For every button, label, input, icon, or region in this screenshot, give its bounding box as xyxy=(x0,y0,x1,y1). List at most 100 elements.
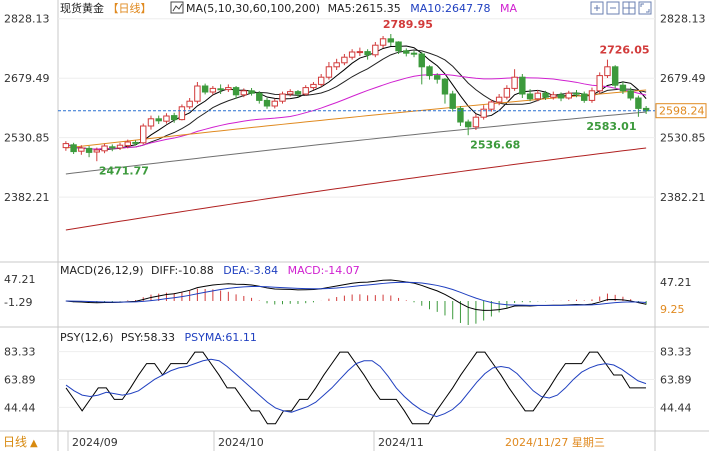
psy-tick-right: 83.33 xyxy=(660,346,692,359)
cursor-date-label: 2024/11/27 星期三 xyxy=(505,436,605,449)
candle-down xyxy=(403,50,410,54)
candle-down xyxy=(611,66,619,86)
candle-up xyxy=(302,87,309,95)
candle-up xyxy=(78,147,85,152)
x-axis-label: 2024/11 xyxy=(378,436,424,449)
candle-down xyxy=(542,92,549,98)
candle-up xyxy=(101,145,108,152)
candle-down xyxy=(627,90,634,99)
candle-down xyxy=(85,147,93,153)
candle-up xyxy=(163,115,170,122)
ma-extra-value: MA xyxy=(500,2,517,15)
extreme-label-low: 2583.01 xyxy=(586,120,636,133)
ma5-value: MA5:2615.35 xyxy=(328,2,401,15)
psyma-value: PSYMA:61.11 xyxy=(185,331,257,344)
candle-down xyxy=(464,121,472,128)
candle-down xyxy=(426,66,433,77)
macd-dea-line xyxy=(65,281,647,306)
macd-tick-left: 47.21 xyxy=(4,273,36,286)
macd-tick-right: 47.21 xyxy=(660,276,692,289)
macd-title: MACD(26,12,9) xyxy=(60,264,144,277)
candle-down xyxy=(263,99,271,107)
macd-value: MACD:-14.07 xyxy=(288,264,360,277)
candle-up xyxy=(240,90,248,96)
current-price-value: 2598.24 xyxy=(659,105,705,118)
candle-up xyxy=(186,100,193,108)
extreme-label-low: 2471.77 xyxy=(99,164,149,177)
candle-up xyxy=(271,100,278,107)
indicator-icon[interactable] xyxy=(170,1,184,14)
psy-title: PSY(12,6) xyxy=(60,331,113,344)
candle-down xyxy=(449,93,456,109)
candle-up xyxy=(209,87,217,93)
candle-down xyxy=(635,97,642,109)
price-tick-left: 2530.85 xyxy=(4,132,50,145)
psy-tick-left: 44.44 xyxy=(4,401,36,414)
candle-up xyxy=(310,83,317,89)
candle-down xyxy=(526,93,534,100)
candle-up xyxy=(140,125,147,144)
candle-down xyxy=(132,141,139,144)
price-tick-left: 2382.21 xyxy=(4,191,50,204)
candle-up xyxy=(279,93,286,102)
candle-up xyxy=(534,92,542,100)
price-tick-left: 2828.13 xyxy=(4,13,50,26)
ma30-line xyxy=(65,73,647,150)
ma100-line xyxy=(65,111,647,175)
grid-icon[interactable] xyxy=(622,1,636,15)
ma200-line xyxy=(65,147,647,231)
zoom-out-icon[interactable] xyxy=(606,1,620,15)
candle-down xyxy=(248,90,255,94)
candle-up xyxy=(511,76,518,89)
psy-tick-right: 44.44 xyxy=(660,401,692,414)
candle-up xyxy=(124,141,131,147)
zoom-in-icon[interactable] xyxy=(590,1,604,15)
svg-text:MACD(26,12,9) DIFF:-10.88: MACD(26,12,9) DIFF:-10.88 DEA:-3.84 MACD… xyxy=(60,264,360,277)
extreme-label-high: 2789.95 xyxy=(383,18,433,31)
psy-tick-right: 63.89 xyxy=(660,374,692,387)
psyma-line xyxy=(65,358,647,418)
ma-settings-label[interactable]: MA(5,10,30,60,100,200) xyxy=(186,2,320,15)
period-label[interactable]: 【日线】 xyxy=(108,1,152,15)
candle-up xyxy=(379,38,387,46)
candle-up xyxy=(348,51,356,58)
candle-down xyxy=(201,85,209,93)
svg-text:PSY(12,6) PSY:58.33 PS: PSY(12,6) PSY:58.33 PSYMA:61.11 xyxy=(60,331,257,344)
fullscreen-icon[interactable] xyxy=(638,1,652,15)
candle-down xyxy=(217,88,224,91)
svg-text:现货黄金 【日线】: 现货黄金 【日线】 xyxy=(60,1,152,15)
psy-tick-left: 83.33 xyxy=(4,346,36,359)
psy-value: PSY:58.33 xyxy=(121,331,175,344)
candle-up xyxy=(194,85,201,102)
candle-up xyxy=(596,75,603,92)
extreme-label-low: 2536.68 xyxy=(470,138,520,151)
ma60-line xyxy=(65,89,647,149)
candle-down xyxy=(170,115,178,121)
price-tick-left: 2679.49 xyxy=(4,72,50,85)
candle-up xyxy=(333,62,340,68)
candle-down xyxy=(581,93,588,101)
svg-text:MA(5,10,30,60,100,200) MA5: MA(5,10,30,60,100,200) MA5:2615.35 MA10:… xyxy=(186,2,517,15)
extreme-label-high: 2726.05 xyxy=(599,44,649,57)
x-axis-label: 2024/09 xyxy=(72,436,118,449)
psy-tick-left: 63.89 xyxy=(4,374,36,387)
candle-down xyxy=(155,118,162,122)
candle-down xyxy=(256,92,263,101)
candle-down xyxy=(441,78,449,95)
candle-up xyxy=(116,144,124,149)
candle-up xyxy=(93,149,101,153)
candle-down xyxy=(619,84,627,92)
candle-up xyxy=(147,118,155,127)
candle-up xyxy=(550,94,557,98)
macd-dea: DEA:-3.84 xyxy=(223,264,278,277)
candle-down xyxy=(557,94,565,99)
ma5-line xyxy=(65,45,647,151)
macd-tick-left: -1.29 xyxy=(4,296,32,309)
candle-down xyxy=(418,53,425,68)
candle-down xyxy=(434,75,441,80)
instrument-title: 现货黄金 xyxy=(60,1,104,15)
candle-up xyxy=(604,66,611,77)
period-selector[interactable]: 日线 ▲ xyxy=(3,435,38,449)
